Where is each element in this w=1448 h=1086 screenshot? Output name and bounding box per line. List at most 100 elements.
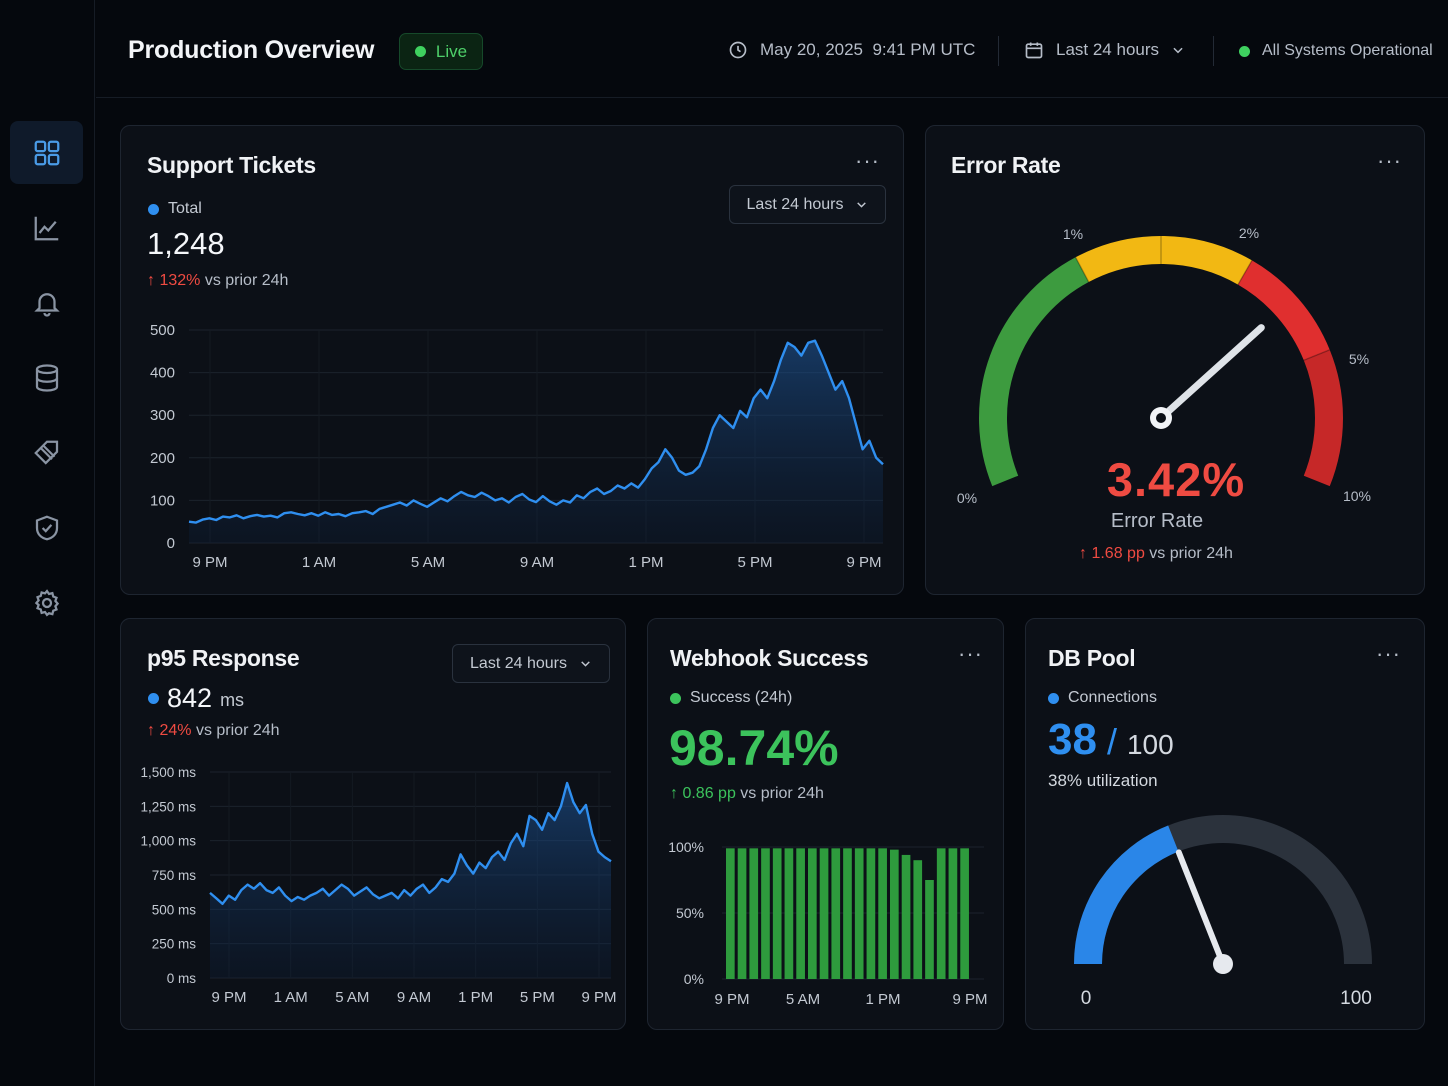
chevron-down-icon bbox=[1173, 47, 1183, 54]
clock-icon bbox=[729, 41, 747, 59]
tag-icon bbox=[33, 440, 58, 465]
time-range-selector[interactable]: Last 24 hours bbox=[1024, 40, 1185, 60]
p95-delta: ↑ 24% vs prior 24h bbox=[147, 722, 280, 740]
more-menu-icon[interactable]: ··· bbox=[958, 641, 983, 666]
x-tick-label: 1 PM bbox=[628, 554, 663, 571]
y-tick-label: 250 ms bbox=[152, 937, 197, 952]
arrow-up-icon: ↑ bbox=[147, 722, 155, 739]
more-menu-icon[interactable]: ··· bbox=[855, 148, 880, 173]
legend-connections: Connections bbox=[1048, 689, 1157, 707]
gauge-tick bbox=[1074, 256, 1090, 283]
sidebar-item-security[interactable] bbox=[10, 496, 83, 559]
p95-response-card: p95 Response Last 24 hours 842 ms ↑ 24% … bbox=[120, 618, 626, 1030]
sidebar-item-database[interactable] bbox=[10, 346, 83, 409]
gauge-tick bbox=[1303, 349, 1331, 362]
legend-total: Total bbox=[148, 200, 202, 218]
range-dropdown-label: Last 24 hours bbox=[746, 195, 844, 213]
x-tick-label: 1 PM bbox=[458, 989, 493, 1006]
time-range-label: Last 24 hours bbox=[1056, 40, 1160, 59]
gauge-needle bbox=[1175, 849, 1226, 967]
db-pool-utilization: 38% utilization bbox=[1048, 771, 1158, 790]
y-tick-label: 500 bbox=[150, 322, 175, 339]
x-tick-label: 1 AM bbox=[274, 989, 308, 1006]
gauge-tick-label: 10% bbox=[1343, 488, 1371, 504]
gauge-needle bbox=[1157, 324, 1265, 422]
sidebar-item-dashboard[interactable] bbox=[10, 121, 83, 184]
gauge-segment bbox=[1303, 349, 1343, 487]
error-rate-gauge: 0% 1% 2% 5% 10% bbox=[957, 225, 1371, 506]
webhook-bar bbox=[854, 848, 864, 979]
delta-suffix: vs prior 24h bbox=[195, 722, 280, 739]
webhook-bar bbox=[819, 848, 829, 979]
gauge-hub bbox=[1213, 954, 1233, 974]
webhook-bar bbox=[796, 848, 805, 979]
gauge-hub-center bbox=[1156, 413, 1166, 423]
y-tick-label: 0% bbox=[684, 971, 704, 987]
gear-icon bbox=[34, 588, 59, 617]
y-tick-label: 400 bbox=[150, 365, 175, 382]
y-tick-label: 500 ms bbox=[152, 902, 197, 917]
more-menu-icon[interactable]: ··· bbox=[1376, 641, 1401, 666]
webhook-bar bbox=[866, 848, 876, 979]
webhook-bar bbox=[925, 880, 934, 979]
sidebar-item-tags[interactable] bbox=[10, 421, 83, 484]
range-dropdown-label: Last 24 hours bbox=[470, 654, 567, 672]
series-dot-icon bbox=[148, 203, 159, 215]
x-tick-label: 5 AM bbox=[786, 991, 820, 1008]
datetime-text: May 20, 2025 9:41 PM UTC bbox=[760, 40, 976, 59]
y-tick-label: 750 ms bbox=[152, 868, 197, 883]
x-tick-label: 5 AM bbox=[335, 989, 369, 1006]
webhook-bar bbox=[936, 848, 946, 979]
delta-suffix: vs prior 24h bbox=[1149, 545, 1233, 562]
chevron-down-icon bbox=[857, 202, 867, 208]
y-tick-label: 0 bbox=[167, 535, 175, 552]
db-pool-gauge: 0 100 bbox=[1074, 815, 1372, 1009]
sidebar-item-alerts[interactable] bbox=[10, 271, 83, 334]
bell-icon bbox=[33, 292, 60, 317]
sidebar-item-settings[interactable] bbox=[10, 571, 83, 634]
gauge-max-label: 100 bbox=[1340, 988, 1372, 1009]
gauge-segment bbox=[1075, 236, 1252, 285]
divider bbox=[998, 36, 999, 66]
arrow-up-icon: ↑ bbox=[670, 785, 678, 802]
y-tick-label: 1,000 ms bbox=[140, 834, 196, 849]
gauge-min-label: 0 bbox=[1081, 988, 1092, 1009]
gauge-tick bbox=[1237, 260, 1253, 286]
shield-check-icon bbox=[35, 515, 58, 540]
webhook-bar bbox=[808, 848, 817, 979]
delta-value: 132% bbox=[159, 272, 201, 289]
error-rate-card: Error Rate ··· 0% 1% 2% 5% 10% 3.42% Error R… bbox=[925, 125, 1425, 595]
webhook-success-chart: 0% 50% 100% 9 PM 5 AM 1 PM 9 PM bbox=[668, 839, 987, 1008]
database-icon bbox=[35, 363, 58, 392]
legend-label: Connections bbox=[1068, 689, 1157, 706]
sidebar-item-analytics[interactable] bbox=[10, 196, 83, 259]
error-rate-delta: ↑ 1.68 pp vs prior 24h bbox=[1079, 545, 1233, 563]
series-dot-icon bbox=[670, 692, 681, 704]
webhook-bar bbox=[948, 848, 958, 979]
webhook-value: 98.74% bbox=[669, 720, 839, 776]
ticket-delta: ↑ 132% vs prior 24h bbox=[147, 272, 288, 290]
series-dot-icon bbox=[148, 693, 159, 704]
gauge-tick-label: 5% bbox=[1349, 351, 1369, 367]
x-tick-label: 9 PM bbox=[192, 554, 227, 571]
delta-suffix: vs prior 24h bbox=[204, 272, 289, 289]
series-dot-icon bbox=[1048, 692, 1059, 704]
x-tick-label: 9 PM bbox=[211, 989, 246, 1006]
gauge-segment bbox=[1237, 260, 1330, 361]
x-tick-label: 5 AM bbox=[411, 554, 445, 571]
webhook-bar bbox=[960, 848, 969, 979]
db-pool-slash: / bbox=[1106, 721, 1117, 762]
gauge-tick-label: 0% bbox=[957, 490, 977, 506]
webhook-bar bbox=[913, 860, 923, 979]
range-dropdown[interactable]: Last 24 hours bbox=[452, 644, 610, 683]
p95-unit: ms bbox=[220, 690, 245, 710]
system-status: All Systems Operational bbox=[1239, 42, 1433, 60]
range-dropdown[interactable]: Last 24 hours bbox=[729, 185, 886, 224]
system-status-label: All Systems Operational bbox=[1262, 42, 1433, 59]
webhook-bar bbox=[726, 848, 735, 979]
db-pool-card: DB Pool ··· Connections 38 / 100 38% uti… bbox=[1025, 618, 1425, 1030]
live-badge: Live bbox=[399, 33, 483, 70]
live-label: Live bbox=[435, 41, 468, 61]
ticket-total: 1,248 bbox=[147, 226, 225, 261]
card-title: DB Pool bbox=[1048, 645, 1136, 671]
